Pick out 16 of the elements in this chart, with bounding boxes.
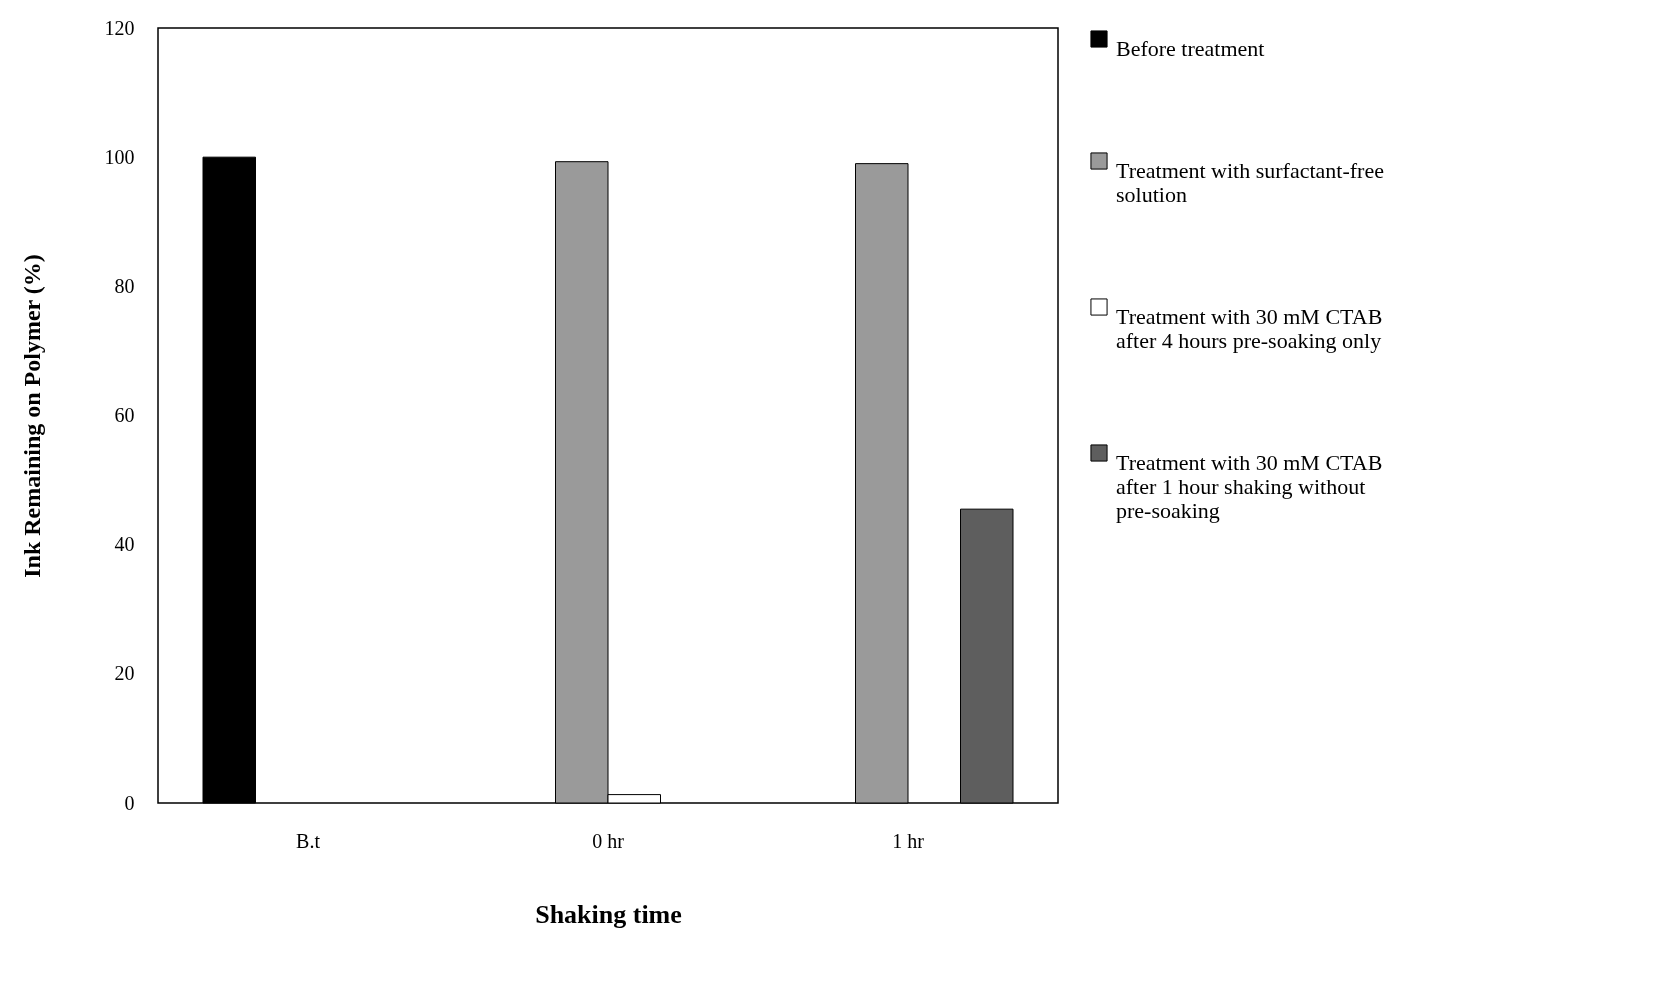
legend-label: Treatment with 30 mM CTAB after 4 hours pre-soaking only bbox=[1116, 304, 1383, 353]
x-tick-label: B.t bbox=[296, 829, 321, 852]
x-tick-label: 1 hr bbox=[892, 829, 925, 852]
y-tick-label: 60 bbox=[114, 404, 135, 426]
x-axis-title: Shaking time bbox=[535, 899, 682, 929]
y-tick-label: 100 bbox=[104, 145, 135, 168]
x-tick-label: 0 hr bbox=[592, 829, 625, 852]
legend-label: Treatment with 30 mM CTAB after 1 hour shaking without pre-soaking bbox=[1116, 450, 1383, 523]
y-tick-label: 0 bbox=[124, 791, 135, 814]
y-tick-label: 120 bbox=[104, 16, 135, 39]
y-tick-label: 20 bbox=[114, 662, 135, 685]
y-axis-title: Ink Remaining on Polymer (%) bbox=[18, 254, 45, 578]
legend-label: Before treatment bbox=[1116, 36, 1265, 61]
y-tick-label: 80 bbox=[114, 274, 135, 297]
y-tick-label: 40 bbox=[114, 533, 135, 556]
legend-label: Treatment with surfactant-free solution bbox=[1116, 158, 1384, 207]
